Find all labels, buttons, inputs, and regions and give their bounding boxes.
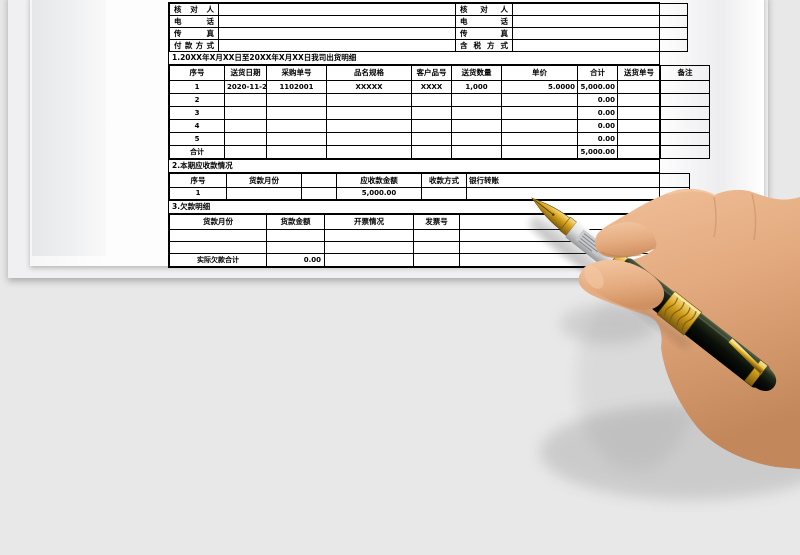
fingertip-shadow-line [600, 251, 642, 258]
thumb-shadow [560, 304, 656, 344]
contact-info-table: 核对人 核对人 电话 电话 传真 传真 付款方式 含税方式 [169, 3, 688, 52]
reconciliation-spreadsheet: 核对人 核对人 电话 电话 传真 传真 付款方式 含税方式 1.20XX年X月X… [168, 2, 710, 268]
table-cell[interactable]: 5,000.00 [577, 145, 618, 159]
pen-gold-band [656, 290, 703, 336]
table-cell[interactable] [660, 145, 710, 159]
section3-title: 3.欠款明细 [169, 200, 659, 214]
section1-title: 1.20XX年X月XX日至20XX年X月XX日我司出货明细 [169, 52, 659, 65]
gold-band-engraving [664, 297, 697, 331]
table-row: 1 5,000.00 [169, 187, 690, 200]
info-value-cell[interactable] [512, 39, 688, 52]
paper-left-shading [32, 0, 106, 256]
gold-band-highlight [674, 292, 701, 314]
table-total-row: 合计 5,000.00 [169, 145, 710, 159]
pen-collar-ring [559, 216, 577, 236]
table-row: 传真 传真 [169, 27, 688, 40]
table-row: 12020-11-241102001XXXXXXXXX1,0005.00005,… [169, 80, 710, 94]
table-row: 付款方式 含税方式 [169, 39, 688, 52]
nib-slit [534, 199, 554, 215]
table-cell[interactable]: 5,000.00 [336, 187, 422, 200]
hand-highlight [667, 189, 717, 197]
shipment-detail-table: 序号 送货日期 采购单号 品名规格 客户品号 送货数量 单价 合计 送货单号 备注 1 2020-1… [169, 65, 710, 159]
thumb [580, 259, 665, 311]
pen-end-cap [752, 366, 777, 392]
nib-breather-hole [551, 213, 555, 216]
knuckle-crease [751, 193, 757, 241]
table-header-row: 序号 送货日期 采购单号 品名规格 客户品号 送货数量 单价 合计 送货单号 备注 [169, 65, 710, 81]
thumb-highlight [584, 265, 604, 289]
section2-title: 2.本期应收款情况 [169, 159, 659, 173]
table-cell[interactable]: 实际欠款合计 [169, 253, 267, 267]
index-fingertip [595, 222, 657, 258]
table-header-row: 序号 货款月份 应收款金额 收款方式 银行转账 [169, 173, 690, 188]
receivable-table: 序号 货款月份 应收款金额 收款方式 银行转账 1 5,000.00 [169, 173, 690, 200]
knuckle-crease [713, 196, 717, 238]
pen-shadow [530, 215, 602, 273]
